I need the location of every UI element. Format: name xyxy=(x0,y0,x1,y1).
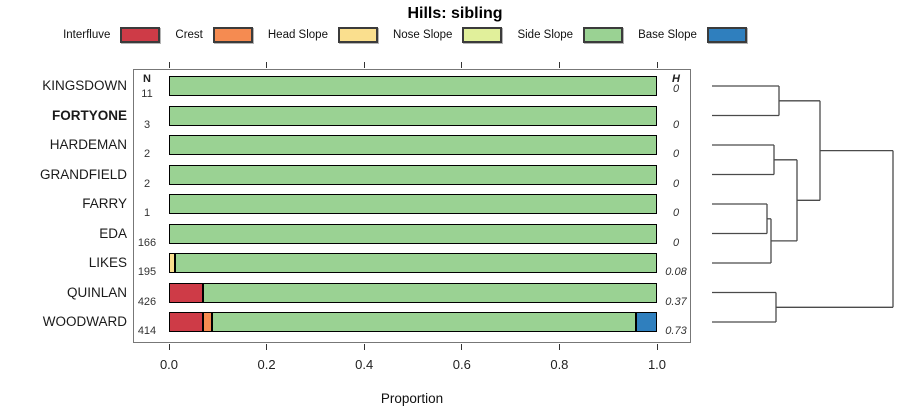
legend-item: Nose Slope xyxy=(392,27,503,43)
row-label: LIKES xyxy=(88,255,127,270)
x-tick xyxy=(558,344,560,350)
bar-segment xyxy=(169,135,657,155)
n-value: 2 xyxy=(143,148,151,160)
legend-item-label: Nose Slope xyxy=(392,29,453,41)
h-value: 0 xyxy=(672,148,680,160)
bar-row xyxy=(169,164,657,185)
legend-swatch xyxy=(583,27,624,43)
x-tick xyxy=(363,344,365,350)
bar-row xyxy=(169,253,657,273)
legend-item: Head Slope xyxy=(268,27,378,43)
n-value: 195 xyxy=(137,266,157,278)
bar-segment xyxy=(174,253,657,273)
legend-swatch xyxy=(337,27,378,43)
x-tick xyxy=(168,344,170,350)
h-value: 0 xyxy=(672,236,680,249)
row-label: FARRY xyxy=(82,196,127,211)
x-tick-label: 0.6 xyxy=(452,357,471,372)
h-value: 0.37 xyxy=(665,295,687,308)
n-value: 3 xyxy=(143,118,151,131)
x-tick xyxy=(656,344,658,350)
n-value: 414 xyxy=(137,325,157,337)
row-label: GRANDFIELD xyxy=(39,166,127,182)
bar-row xyxy=(169,105,657,126)
legend-item: Side Slope xyxy=(517,27,624,43)
x-tick-top xyxy=(656,62,658,68)
bar-segment xyxy=(203,312,212,332)
bar-segment xyxy=(169,282,204,303)
bar-row xyxy=(169,135,657,155)
bar-row xyxy=(169,76,657,96)
legend-item-label: Head Slope xyxy=(267,29,328,41)
row-label: QUINLAN xyxy=(66,284,127,300)
h-value: 0 xyxy=(672,83,680,95)
legend-item: Crest xyxy=(175,27,253,43)
row-label: EDA xyxy=(99,225,127,241)
legend-swatch xyxy=(212,27,253,43)
x-tick-label: 1.0 xyxy=(647,357,667,372)
legend-item-label: Side Slope xyxy=(517,29,574,41)
bar-segment xyxy=(169,164,657,185)
chart-title: Hills: sibling xyxy=(407,5,503,22)
x-tick-top xyxy=(558,62,560,68)
bar-row xyxy=(169,312,657,332)
bar-row xyxy=(169,282,657,303)
n-value: 1 xyxy=(143,207,151,219)
legend-item-label: Interfluve xyxy=(63,29,111,41)
legend-item-label: Base Slope xyxy=(638,29,697,41)
bar-segment xyxy=(635,312,657,332)
n-value: 11 xyxy=(141,88,153,100)
bar-row xyxy=(169,194,657,214)
h-value: 0.73 xyxy=(665,325,687,337)
x-tick-label: 0.2 xyxy=(257,357,276,372)
x-tick-top xyxy=(266,62,268,68)
legend-item: Interfluve xyxy=(63,27,161,43)
h-value: 0 xyxy=(672,207,680,219)
row-label: KINGSDOWN xyxy=(42,78,127,93)
n-value: 166 xyxy=(137,236,157,249)
n-column-header: N xyxy=(143,73,151,85)
x-tick-top xyxy=(461,62,463,68)
x-tick-top xyxy=(168,62,170,68)
n-value: 426 xyxy=(137,295,157,308)
h-value: 0 xyxy=(672,118,680,131)
h-column-header: H xyxy=(672,73,680,85)
x-tick-label: 0.0 xyxy=(159,357,179,372)
bar-segment xyxy=(169,312,204,332)
legend-item: Base Slope xyxy=(638,27,747,43)
legend-swatch xyxy=(120,27,161,43)
row-label: HARDEMAN xyxy=(49,137,127,152)
bar-segment xyxy=(169,194,657,214)
bar-segment xyxy=(169,253,175,273)
bar-segment xyxy=(169,223,657,244)
legend-swatch xyxy=(462,27,503,43)
bar-segment xyxy=(169,76,657,96)
legend-item-label: Crest xyxy=(175,29,203,41)
x-tick xyxy=(461,344,463,350)
dendrogram xyxy=(712,85,894,323)
h-value: 0 xyxy=(672,177,680,190)
bar-segment xyxy=(203,282,657,303)
bar-segment xyxy=(211,312,636,332)
x-tick-top xyxy=(363,62,365,68)
x-tick xyxy=(266,344,268,350)
row-label: FORTYONE xyxy=(51,107,127,123)
x-tick-label: 0.4 xyxy=(355,357,374,372)
legend-swatch xyxy=(706,27,747,43)
legend: Interfluve Crest Head Slope Nose Slope Side … xyxy=(40,26,770,44)
bar-segment xyxy=(169,105,657,126)
row-label: WOODWARD xyxy=(42,314,127,329)
h-value: 0.08 xyxy=(665,266,687,278)
n-value: 2 xyxy=(143,177,151,190)
x-axis-label: Proportion xyxy=(380,391,444,406)
x-tick-label: 0.8 xyxy=(550,357,569,372)
bar-row xyxy=(169,223,657,244)
